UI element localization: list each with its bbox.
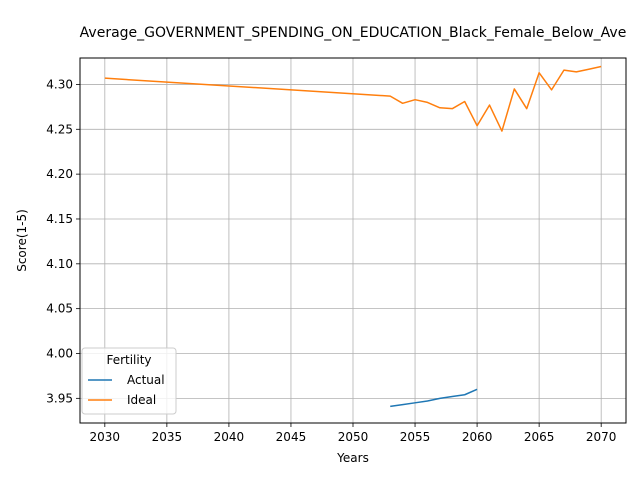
series-lines [104,65,602,408]
x-tick-label-2040: 2040 [214,430,245,444]
legend-box [81,347,177,415]
y-axis-ticks: 3.95 4.00 4.05 4.10 4.15 4.20 4.25 4.30 [46,77,80,405]
series-line-ideal [104,65,602,132]
y-tick-label-4: 4.15 [46,212,73,226]
y-tick-label-1: 4.00 [46,346,73,360]
y-tick-label-7: 4.30 [46,77,73,91]
y-tick-label-2: 4.05 [46,302,73,316]
x-tick-label-2045: 2045 [276,430,307,444]
y-tick-label-5: 4.20 [46,167,73,181]
legend: Fertility Actual Ideal [81,347,177,415]
x-axis-label: Years [336,451,369,465]
x-tick-label-2055: 2055 [400,430,431,444]
chart-title: Average_GOVERNMENT_SPENDING_ON_EDUCATION… [80,25,627,41]
y-tick-label-0: 3.95 [46,391,73,405]
x-axis-ticks: 2030 2035 2040 2045 2050 2055 2060 2065 2070 [90,423,617,444]
x-tick-label-2050: 2050 [338,430,369,444]
x-tick-label-2030: 2030 [90,430,121,444]
y-axis-label: Score(1-5) [15,209,29,272]
y-tick-label-3: 4.10 [46,257,73,271]
x-tick-label-2035: 2035 [152,430,183,444]
legend-label-ideal: Ideal [127,393,156,407]
x-tick-label-2060: 2060 [462,430,493,444]
legend-title: Fertility [106,353,151,367]
x-tick-label-2070: 2070 [586,430,617,444]
legend-label-actual: Actual [127,373,165,387]
grid-lines [80,58,626,423]
y-tick-label-6: 4.25 [46,122,73,136]
series-line-actual [390,388,478,408]
x-tick-label-2065: 2065 [524,430,555,444]
